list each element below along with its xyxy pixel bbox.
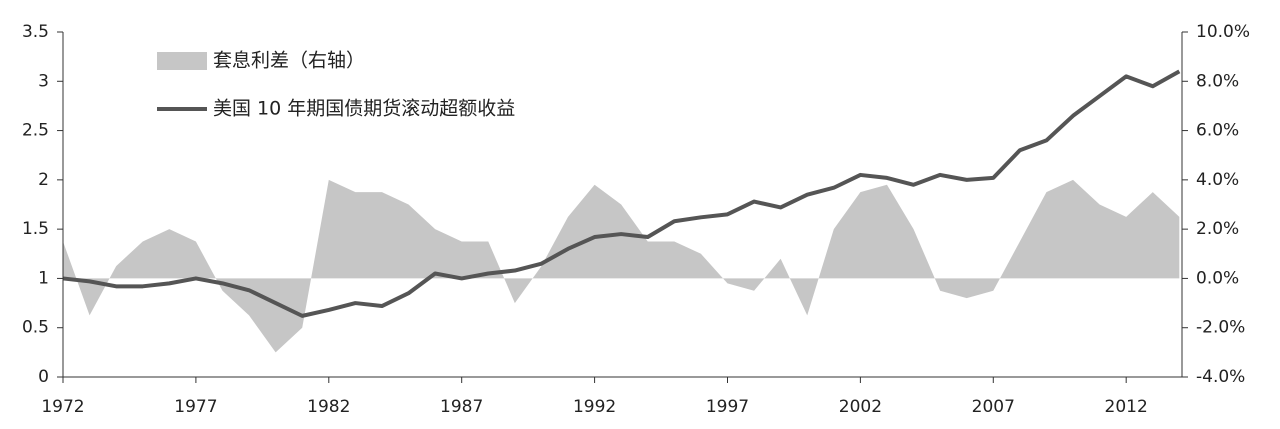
- y2-tick-label: 0.0%: [1196, 268, 1239, 288]
- x-tick-label: 1987: [440, 397, 483, 417]
- x-tick-label: 2007: [972, 397, 1015, 417]
- y-tick-label: 0: [38, 367, 49, 387]
- spread-area: [63, 179, 1180, 353]
- legend-label: 美国 10 年期国债期货滚动超额收益: [213, 98, 515, 120]
- y2-tick-label: -2.0%: [1196, 318, 1245, 338]
- x-tick-label: 1977: [174, 397, 217, 417]
- legend-swatch: [157, 52, 207, 70]
- y-tick-label: 1.5: [22, 219, 49, 239]
- y-tick-label: 2.5: [22, 121, 49, 141]
- y-tick-label: 3.5: [22, 22, 49, 42]
- y2-tick-label: 8.0%: [1196, 71, 1239, 91]
- x-tick-label: 1997: [706, 397, 749, 417]
- y-tick-label: 1: [38, 268, 49, 288]
- return-line: [62, 69, 1181, 318]
- x-tick-label: 1972: [41, 397, 84, 417]
- y2-tick-label: -4.0%: [1196, 367, 1245, 387]
- y-tick-label: 0.5: [22, 318, 49, 338]
- y-tick-label: 2: [38, 170, 49, 190]
- legend-label: 套息利差（右轴）: [213, 50, 365, 72]
- y-tick-label: 3: [38, 71, 49, 91]
- x-tick-label: 1992: [573, 397, 616, 417]
- x-tick-label: 2002: [839, 397, 882, 417]
- y2-tick-label: 2.0%: [1196, 219, 1239, 239]
- x-tick-label: 1982: [307, 397, 350, 417]
- x-tick-label: 2012: [1105, 397, 1148, 417]
- y2-tick-label: 10.0%: [1196, 22, 1250, 42]
- y2-tick-label: 4.0%: [1196, 170, 1239, 190]
- y2-tick-label: 6.0%: [1196, 121, 1239, 141]
